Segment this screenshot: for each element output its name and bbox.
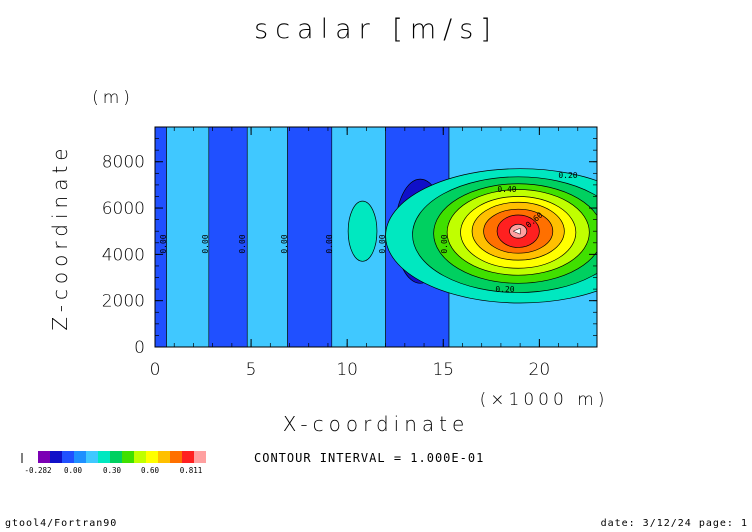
chart-title: scalar [m/s] <box>254 14 498 45</box>
colorbar: -0.282 0.00 0.30 0.60 0.811 <box>21 451 206 475</box>
contour-label: 0.00 <box>440 234 449 253</box>
colorbar-swatch <box>122 451 134 463</box>
colorbar-swatch <box>158 451 170 463</box>
y-axis-label: Z-coordinate <box>48 143 72 330</box>
x-tick-label: 15 <box>432 360 454 380</box>
plot-frame <box>154 126 598 348</box>
y-tick-label: 0 <box>134 338 145 358</box>
contour-label: 0.00 <box>325 234 334 253</box>
colorbar-swatch <box>62 451 74 463</box>
colorbar-swatch <box>146 451 158 463</box>
colorbar-swatch <box>50 451 62 463</box>
x-tick-label: 0 <box>150 360 161 380</box>
colorbar-swatch <box>182 451 194 463</box>
contour-label: 0.00 <box>201 234 210 253</box>
footer-right: date: 3/12/24 page: 1 <box>601 518 748 529</box>
colorbar-swatch <box>170 451 182 463</box>
band-3 <box>246 127 288 347</box>
colorbar-swatch <box>38 451 50 463</box>
contour-label: 0.20 <box>495 285 514 294</box>
x-tick-label: 20 <box>529 360 551 380</box>
contour-region-0 <box>347 200 378 262</box>
colorbar-label: 0.811 <box>180 466 203 475</box>
colorbar-label: 0.60 <box>141 466 160 475</box>
contour-label: 0.00 <box>238 234 247 253</box>
colorbar-swatch <box>74 451 86 463</box>
contour-label: 0.00 <box>280 234 289 253</box>
colorbar-label: 0.30 <box>103 466 122 475</box>
y-tick-label: 6000 <box>102 199 145 219</box>
colorbar-swatch <box>98 451 110 463</box>
y-tick-label: 4000 <box>102 245 145 265</box>
x-tick-label: 10 <box>336 360 358 380</box>
x-tick-label: 5 <box>246 360 257 380</box>
contour-label: 0.40 <box>497 185 516 194</box>
x-unit-label: (×1000 m) <box>480 390 609 410</box>
plot-area: 0.200.400.600.200.00 0.00 0.00 0.00 0.00 0.00… <box>154 126 598 348</box>
colorbar-swatch <box>194 451 206 463</box>
band-2 <box>208 127 248 347</box>
contour-label: 0.20 <box>558 171 577 180</box>
footer-left: gtool4/Fortran90 <box>5 518 117 529</box>
contour-label: 0.00 <box>378 234 387 253</box>
x-axis-label: X-coordinate <box>283 412 470 436</box>
band-4 <box>287 127 333 347</box>
contour-label: 0.00 <box>159 234 168 253</box>
y-tick-label: 8000 <box>102 153 145 173</box>
colorbar-label: -0.282 <box>24 466 51 475</box>
colorbar-swatch <box>110 451 122 463</box>
band-1 <box>166 127 210 347</box>
colorbar-swatch <box>134 451 146 463</box>
colorbar-label: 0.00 <box>64 466 83 475</box>
y-unit-label: (m) <box>92 88 134 108</box>
contour-interval-text: CONTOUR INTERVAL = 1.000E-01 <box>254 451 484 465</box>
peak-marker <box>512 227 521 235</box>
y-tick-label: 2000 <box>102 292 145 312</box>
colorbar-swatch <box>86 451 98 463</box>
